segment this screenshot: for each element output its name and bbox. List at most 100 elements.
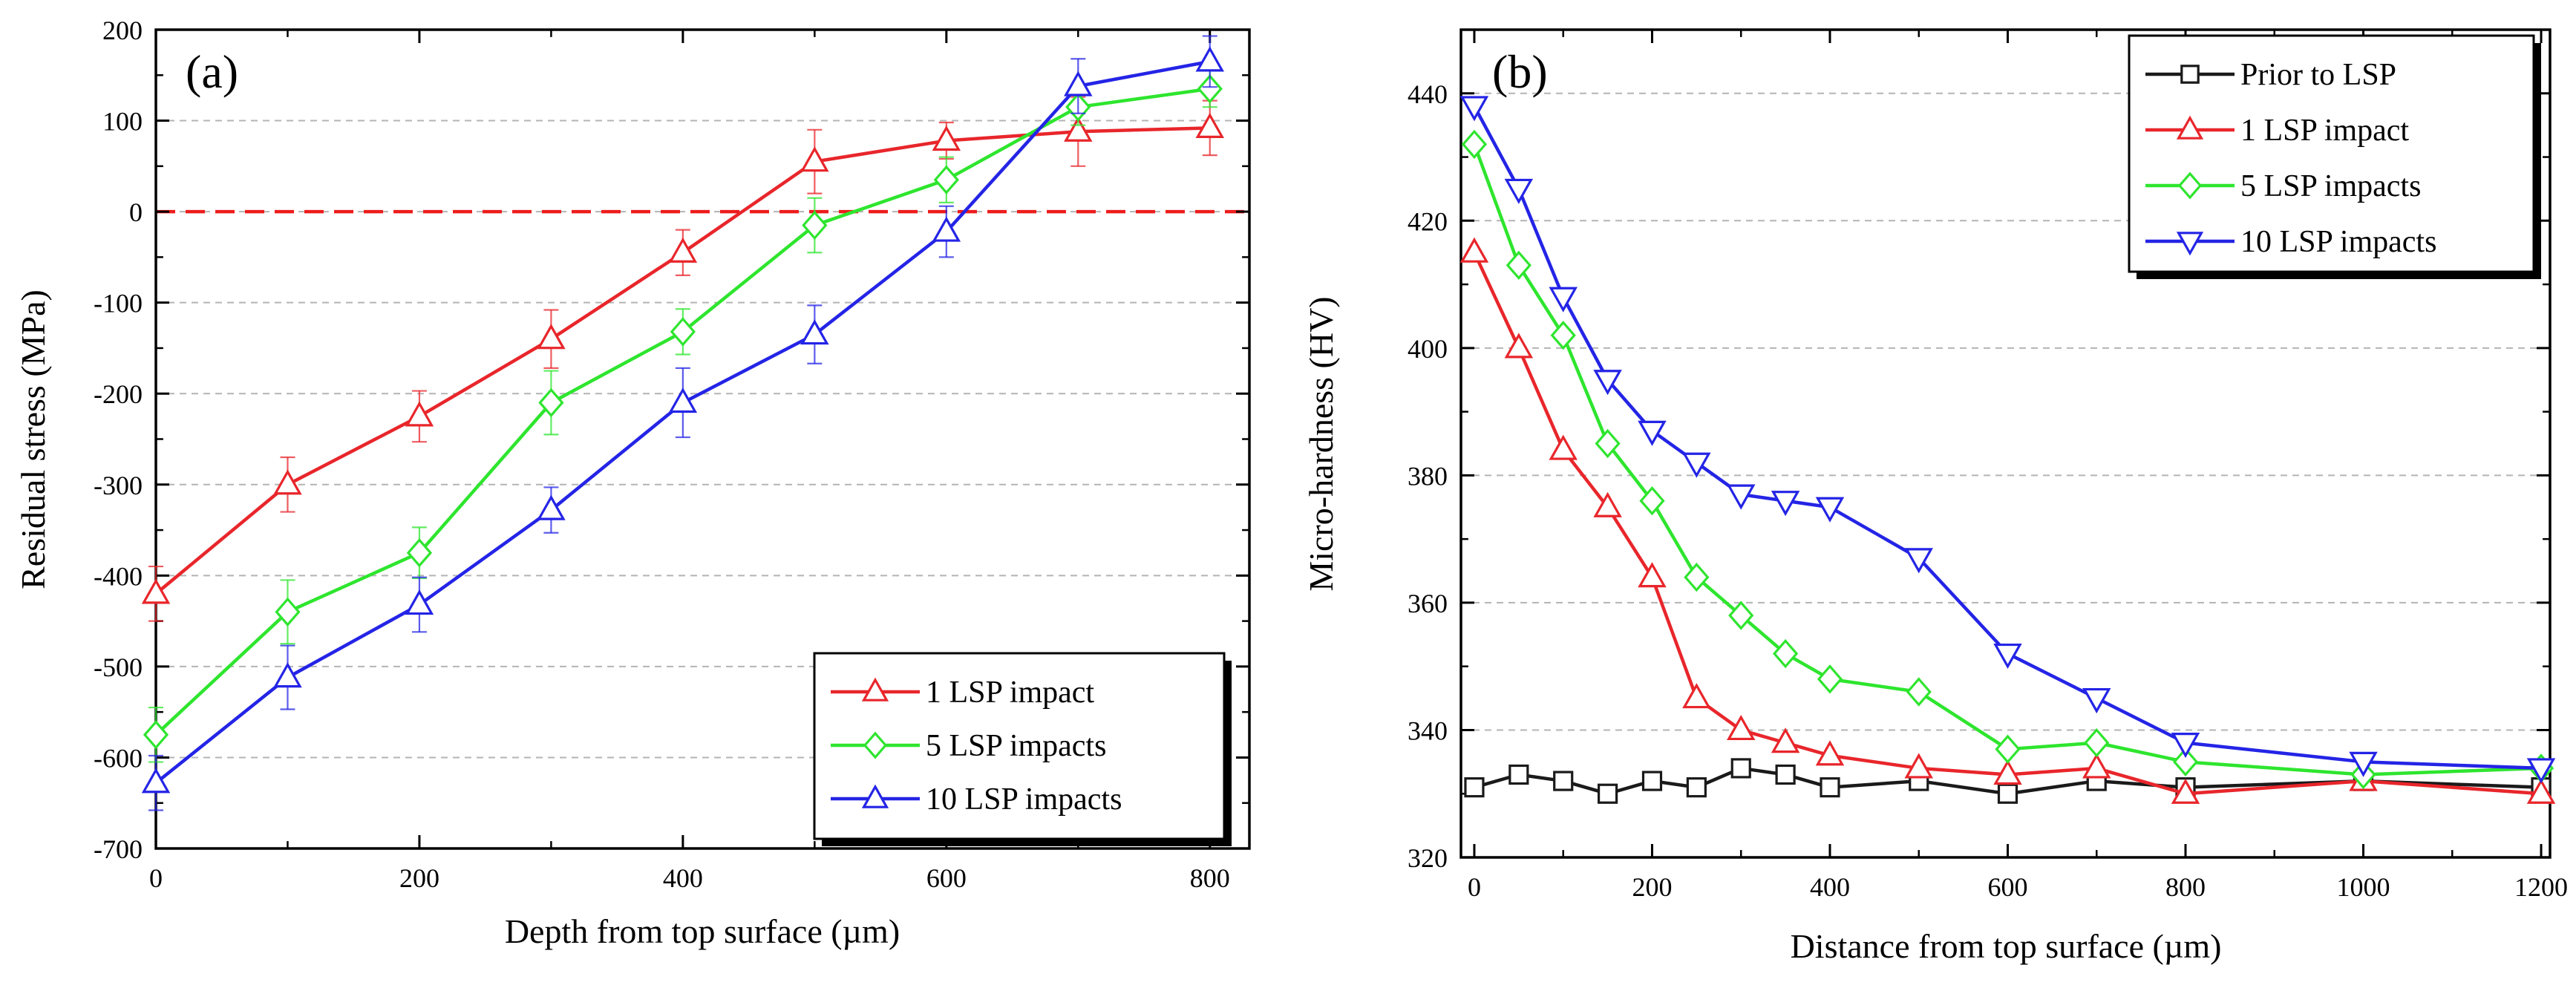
data-point-marker	[1728, 601, 1754, 630]
legend-entry-label: 10 LSP impacts	[2240, 225, 2436, 259]
data-point-marker	[1064, 116, 1093, 142]
data-point-marker	[1726, 484, 1756, 510]
data-point-marker	[800, 319, 829, 345]
x-tick-label: 800	[2165, 872, 2206, 902]
y-axis-label: Residual stress (MPa)	[14, 290, 52, 589]
data-point-marker	[1504, 178, 1534, 204]
y-tick-label: 0	[129, 197, 143, 227]
data-point-marker	[1549, 287, 1578, 313]
data-point-marker	[1459, 96, 1489, 122]
data-point-marker	[143, 720, 169, 750]
data-point-marker	[1820, 777, 1840, 798]
y-tick-label: -400	[94, 561, 143, 591]
data-point-marker	[1461, 129, 1488, 160]
data-point-marker	[537, 494, 566, 520]
data-point-marker	[802, 210, 828, 241]
legend-swatch-marker	[861, 784, 889, 808]
data-point-marker	[2171, 778, 2200, 804]
x-tick-label: 0	[149, 863, 163, 893]
plot-frame	[1459, 28, 2552, 859]
panel-label: (b)	[1492, 45, 1548, 98]
data-point-marker	[405, 401, 434, 427]
series-line	[1472, 252, 2542, 796]
data-point-marker	[670, 317, 696, 347]
data-point-marker	[1550, 321, 1576, 350]
series-5-lsp-impacts	[1461, 129, 2554, 790]
data-point-marker	[141, 578, 171, 604]
y-tick-label: 380	[1408, 461, 1448, 491]
x-tick-label: 200	[1632, 872, 1672, 902]
data-point-marker	[1686, 777, 1707, 798]
data-point-marker	[933, 165, 959, 194]
data-point-marker	[1595, 428, 1621, 459]
data-point-marker	[1639, 486, 1665, 516]
data-point-marker	[1815, 497, 1845, 523]
y-tick-label: 440	[1408, 79, 1448, 109]
data-point-marker	[1684, 562, 1710, 592]
data-point-marker	[1904, 548, 1933, 574]
data-point-marker	[1638, 420, 1667, 446]
x-tick-label: 600	[1987, 872, 2027, 902]
data-point-marker	[1459, 237, 1489, 263]
data-point-marker	[273, 469, 302, 495]
data-point-marker	[1730, 758, 1751, 779]
series-line	[154, 126, 1210, 595]
y-tick-label: -100	[94, 289, 143, 318]
legend-swatch-marker	[2180, 65, 2200, 84]
legend-swatch-marker	[2176, 115, 2204, 140]
y-tick-label: 200	[102, 16, 143, 45]
data-point-marker	[1641, 771, 1663, 791]
y-tick-label: 420	[1408, 206, 1448, 236]
y-tick-label: -300	[94, 471, 143, 500]
x-axis-label: Depth from top surface (µm)	[505, 912, 900, 950]
y-tick-label: -600	[94, 743, 143, 773]
data-point-marker	[405, 589, 434, 615]
legend-entry-label: 5 LSP impacts	[926, 729, 1106, 763]
x-tick-label: 1000	[2337, 872, 2390, 902]
data-point-marker	[1993, 643, 2022, 670]
data-point-marker	[932, 125, 961, 151]
y-tick-label: 400	[1408, 334, 1448, 364]
data-point-marker	[1817, 664, 1843, 694]
y-tick-label: 340	[1408, 716, 1448, 745]
x-tick-label: 200	[399, 863, 439, 893]
data-point-marker	[1997, 783, 2018, 804]
data-point-marker	[1064, 71, 1093, 97]
data-point-marker	[1195, 46, 1224, 72]
data-point-marker	[537, 324, 566, 350]
x-tick-label: 400	[1810, 872, 1850, 902]
data-point-marker	[1549, 434, 1578, 460]
data-point-marker	[1815, 740, 1845, 766]
data-point-marker	[2171, 733, 2200, 759]
data-point-marker	[1995, 734, 2021, 764]
data-point-marker	[2526, 778, 2556, 804]
legend-entry-label: 5 LSP impacts	[2240, 169, 2421, 203]
y-axis-label: Micro-hardness (HV)	[1302, 296, 1340, 591]
data-point-marker	[1638, 562, 1667, 588]
data-point-marker	[275, 597, 301, 627]
data-point-marker	[406, 538, 433, 568]
data-point-marker	[2082, 687, 2111, 714]
data-point-marker	[1906, 677, 1932, 707]
data-point-marker	[141, 768, 171, 794]
series-10-lsp-impacts	[141, 35, 1224, 811]
data-point-marker	[1771, 491, 1800, 517]
data-point-marker	[1904, 753, 1933, 779]
panel-label: (a)	[186, 45, 238, 98]
data-point-marker	[2082, 753, 2111, 779]
x-tick-label: 600	[926, 863, 967, 893]
data-point-marker	[932, 216, 961, 242]
series-10-lsp-impacts	[1459, 96, 2556, 784]
y-tick-label: 100	[102, 107, 143, 137]
y-tick-label: -500	[94, 653, 143, 682]
data-point-marker	[2349, 751, 2378, 777]
legend-entry-label: 10 LSP impacts	[926, 782, 1122, 817]
chart-panel-2: 320 340 360 380 400 420 440 0 200 400 600 800 1000 12…	[1302, 28, 2568, 965]
data-point-marker	[1506, 250, 1531, 281]
x-axis-label: Distance from top surface (µm)	[1791, 927, 2222, 965]
x-tick-label: 0	[1468, 872, 1481, 902]
data-point-marker	[538, 387, 564, 418]
data-point-marker	[1553, 771, 1574, 791]
